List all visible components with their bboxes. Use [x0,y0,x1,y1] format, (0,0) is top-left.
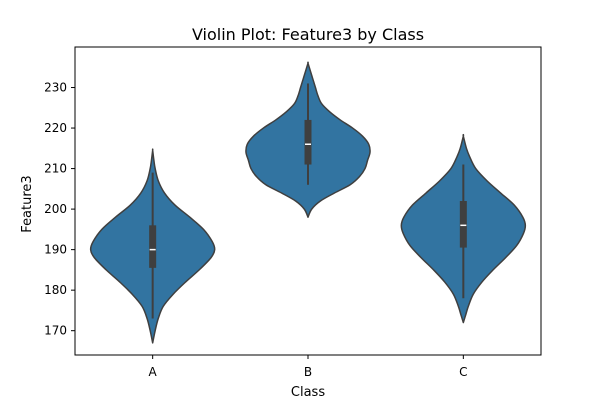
violins-group [89,61,527,344]
y-tick-label: 210 [44,162,67,176]
x-tick-label: A [149,365,158,379]
x-tick-label: C [459,365,467,379]
violin-box-C [459,201,467,248]
y-tick-label: 200 [44,202,67,216]
x-tick-label: B [304,365,312,379]
violin-box-A [149,225,157,268]
y-axis: 170 180 190 200 210 220 230 [44,81,75,338]
chart-title: Violin Plot: Feature3 by Class [192,25,424,44]
y-tick-label: 180 [44,283,67,297]
violin-box-B [304,119,312,165]
y-tick-label: 220 [44,121,67,135]
y-tick-label: 230 [44,81,67,95]
x-axis: A B C [149,355,468,379]
y-axis-label: Feature3 [20,175,35,232]
x-axis-label: Class [291,385,325,400]
y-tick-label: 170 [44,324,67,338]
y-tick-label: 190 [44,243,67,257]
